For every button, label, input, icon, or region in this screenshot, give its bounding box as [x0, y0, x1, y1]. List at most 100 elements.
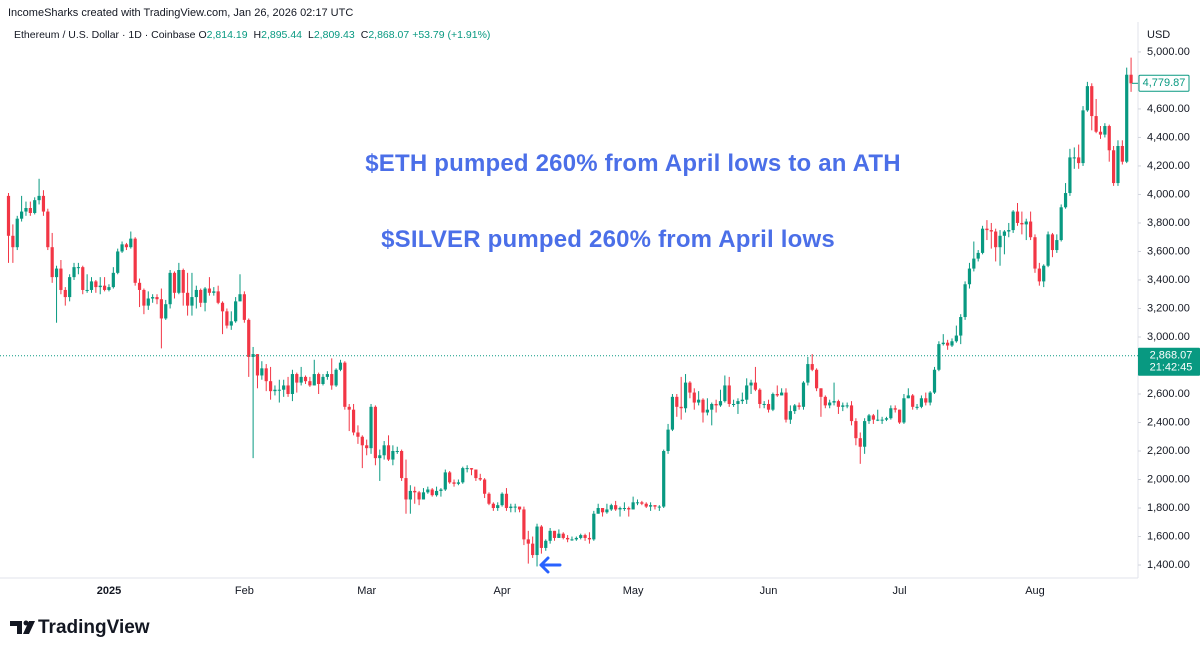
candle-body	[430, 489, 434, 496]
candle-body	[701, 399, 705, 413]
candle-body	[312, 374, 316, 386]
annotation: $ETH pumped 260% from April lows to an A…	[365, 150, 901, 177]
candle-body	[395, 451, 399, 453]
candle-body	[1033, 237, 1037, 269]
candle-body	[889, 408, 893, 419]
candle-body	[801, 382, 806, 407]
candle-body	[1042, 265, 1046, 282]
candle-body	[1063, 193, 1068, 208]
y-tick-label: 3,200.00	[1147, 302, 1190, 314]
candle-body	[526, 539, 530, 544]
candle-body	[635, 502, 640, 504]
candle-body	[277, 389, 281, 391]
y-tick-label: 5,000.00	[1147, 46, 1190, 58]
candle-body	[321, 376, 325, 385]
candle-body	[906, 395, 910, 399]
candle-body	[631, 502, 635, 510]
candle-body	[980, 228, 985, 253]
candle-body	[806, 364, 810, 383]
candle-body	[164, 304, 168, 319]
credit: IncomeSharks created with TradingView.co…	[8, 7, 354, 19]
candle-body	[85, 289, 89, 291]
candle-body	[714, 403, 718, 406]
candle-body	[587, 537, 592, 540]
candle-body	[299, 376, 303, 383]
candle-body	[513, 506, 517, 508]
candle-body	[168, 272, 172, 305]
candle-body	[880, 419, 884, 421]
candle-body	[102, 285, 107, 290]
candle-body	[225, 311, 229, 326]
candle-body	[1090, 86, 1094, 117]
candle-body	[461, 468, 465, 483]
candle-body	[247, 319, 251, 357]
candle-body	[59, 268, 63, 290]
candle-body	[1015, 211, 1020, 223]
candle-body	[823, 396, 827, 406]
candle-body	[609, 505, 613, 510]
candle-body	[627, 508, 631, 510]
candle-body	[124, 244, 129, 248]
candle-body	[592, 513, 596, 540]
candle-body	[793, 405, 797, 412]
candle-body	[583, 535, 587, 538]
candle-body	[937, 344, 941, 370]
candle-body	[753, 382, 758, 390]
candle-body	[404, 478, 408, 500]
candle-body	[666, 429, 670, 452]
candle-body	[858, 438, 862, 447]
x-tick-label: Jul	[893, 585, 907, 597]
candle-body	[1055, 240, 1059, 251]
x-tick-label: Aug	[1025, 585, 1045, 597]
candle-body	[483, 479, 487, 494]
y-tick-label: 1,600.00	[1147, 530, 1190, 542]
candle-body	[478, 478, 482, 480]
candle-body	[251, 354, 255, 357]
candle-body	[618, 508, 622, 510]
candle-body	[1068, 157, 1072, 194]
logo-icon	[10, 620, 35, 634]
candle-body	[443, 472, 447, 490]
candle-body	[1020, 222, 1024, 225]
candle-body	[238, 294, 242, 302]
candles	[6, 57, 1133, 567]
candle-body	[766, 403, 771, 410]
candle-body	[155, 297, 159, 300]
candle-body	[797, 405, 801, 407]
candle-body	[448, 472, 452, 483]
candle-body	[867, 415, 871, 422]
candle-body	[216, 291, 220, 303]
candle-body	[1059, 207, 1063, 241]
candle-body	[273, 389, 277, 392]
candle-body	[727, 385, 731, 404]
change: +53.79 (+1.91%)	[412, 29, 491, 41]
candle-body	[234, 301, 238, 322]
candle-body	[220, 302, 225, 312]
candle-body	[640, 502, 644, 504]
candle-body	[94, 281, 98, 288]
candle-body	[745, 385, 749, 400]
y-tick-label: 4,600.00	[1147, 103, 1190, 115]
candle-body	[98, 285, 102, 288]
candle-body	[758, 389, 762, 404]
candle-body	[500, 493, 504, 506]
candle-body	[255, 354, 260, 376]
candle-body	[771, 393, 775, 410]
candle-body	[950, 341, 954, 346]
candle-body	[76, 267, 80, 269]
x-tick-label: Feb	[235, 585, 254, 597]
candle-body	[282, 385, 286, 390]
x-tick-label: Apr	[494, 585, 511, 597]
candle-body	[780, 392, 784, 396]
candle-body	[177, 269, 181, 293]
candle-body	[89, 281, 94, 290]
candle-body	[146, 298, 150, 306]
candle-body	[378, 455, 382, 459]
candle-body	[137, 282, 142, 290]
annotation: $SILVER pumped 260% from April lows	[381, 226, 835, 253]
candle-body	[819, 388, 823, 397]
candle-body	[679, 406, 683, 409]
candle-body	[946, 342, 950, 346]
candle-body	[1116, 145, 1120, 184]
brand: TradingView	[38, 617, 150, 638]
